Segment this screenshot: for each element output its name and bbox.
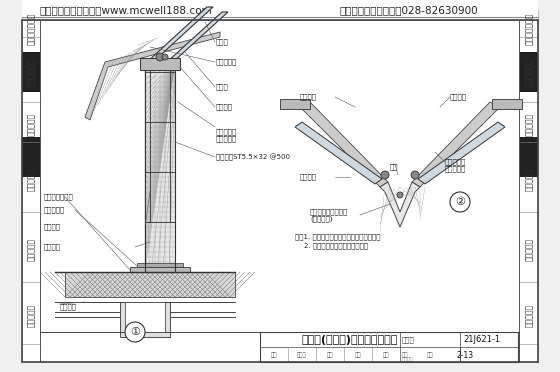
Text: 注：1. 保温天沟尺寸由产品生产厂家确定。: 注：1. 保温天沟尺寸由产品生产厂家确定。 [295,234,380,240]
Bar [22,52,40,92]
Bar [145,62,175,272]
Polygon shape [418,122,505,184]
Polygon shape [167,12,228,62]
Text: 铝合金窗: 铝合金窗 [300,94,317,100]
Polygon shape [295,122,382,184]
Circle shape [162,54,168,60]
Text: 铝合金窗框: 铝合金窗框 [216,59,237,65]
Text: 天窗基座: 天窗基座 [44,244,61,250]
Polygon shape [412,102,500,187]
Bar [120,302,170,337]
Text: 保温材料: 保温材料 [44,224,61,230]
Text: 采光板: 采光板 [216,39,228,45]
Text: 审核: 审核 [270,352,277,358]
Text: 地下室天窗: 地下室天窗 [525,238,534,261]
Text: 2. 屋面构造做法详见工程设计。: 2. 屋面构造做法详见工程设计。 [295,243,368,249]
Text: 平屋面整体天窗: 平屋面整体天窗 [525,12,534,45]
Text: 屋面采光窗: 屋面采光窗 [26,113,35,136]
Bar [520,137,538,177]
Text: 2-13: 2-13 [456,350,474,359]
Text: ②: ② [455,197,465,207]
Bar [280,99,310,109]
Text: 屋面泛水板: 屋面泛水板 [44,207,66,213]
Bar [65,272,235,297]
Text: 图纸编号: 图纸编号 [402,356,413,362]
Bar [492,99,522,109]
Text: 批准: 批准 [427,352,433,358]
Circle shape [381,171,389,179]
Bar [137,263,183,267]
Text: 加强板与山: 加强板与山 [445,159,466,165]
Text: 平屋面整体天窗: 平屋面整体天窗 [26,12,35,45]
Text: 成品窗框内: 成品窗框内 [216,129,237,135]
Text: 密封胶条: 密封胶条 [300,174,317,180]
Text: 填保温材料: 填保温材料 [216,136,237,142]
Text: 成品金属泛水板: 成品金属泛水板 [44,194,74,200]
Text: 地下室天窗: 地下室天窗 [26,238,35,261]
Polygon shape [147,7,213,62]
Circle shape [411,171,419,179]
Text: 坡屋面天窗: 坡屋面天窗 [26,168,35,191]
Bar [145,62,175,272]
Text: 21J621-1: 21J621-1 [464,336,501,344]
Polygon shape [300,102,388,187]
Text: 复正图: 复正图 [297,352,307,358]
Text: 合页: 合页 [390,164,399,170]
Text: 屋面采光窗: 屋面采光窗 [525,113,534,136]
Circle shape [450,192,470,212]
Circle shape [125,322,145,342]
Text: 校对: 校对 [354,352,361,358]
Text: 密封胶条: 密封胶条 [216,104,233,110]
Text: ①: ① [130,327,140,337]
Bar [260,332,518,362]
Text: 制图: 制图 [326,352,333,358]
Text: 三角型(下开窗)天窗构造节点图: 三角型(下开窗)天窗构造节点图 [302,335,398,345]
Text: 会签: 会签 [382,352,389,358]
Text: 屋面做法: 屋面做法 [60,304,77,310]
Text: 导光管采光: 导光管采光 [525,304,534,327]
Circle shape [397,192,403,198]
Text: 图集号: 图集号 [402,337,415,343]
Text: 麦克威电动排烟天窗：www.mcwell188.com: 麦克威电动排烟天窗：www.mcwell188.com [40,5,213,15]
Bar [520,52,538,92]
Text: 铝合金窗: 铝合金窗 [450,94,467,100]
Text: 钢天窗架天窗: 钢天窗架天窗 [26,58,35,86]
Text: 导光管采光: 导光管采光 [26,304,35,327]
Text: 成品金属板保温天沟: 成品金属板保温天沟 [310,209,348,215]
Bar [22,0,538,17]
Bar [140,58,180,70]
Text: (要天窗位): (要天窗位) [310,216,333,222]
Polygon shape [85,32,220,120]
Text: 麦克威全国客服热线：028-82630900: 麦克威全国客服热线：028-82630900 [340,5,479,15]
Text: 设计: 设计 [402,352,408,358]
Text: 钢天窗架天窗: 钢天窗架天窗 [525,58,534,86]
Text: 加强板: 加强板 [216,84,228,90]
Bar [22,137,40,177]
Text: 墙钢板焊接: 墙钢板焊接 [445,166,466,172]
Polygon shape [380,182,420,227]
Text: 坡屋面天窗: 坡屋面天窗 [525,168,534,191]
Bar [519,20,520,362]
Circle shape [156,53,164,61]
Bar [125,302,165,332]
Bar [130,267,190,272]
Bar [40,20,41,362]
Text: 自攻螺钉ST5.5×32 @500: 自攻螺钉ST5.5×32 @500 [216,153,290,161]
